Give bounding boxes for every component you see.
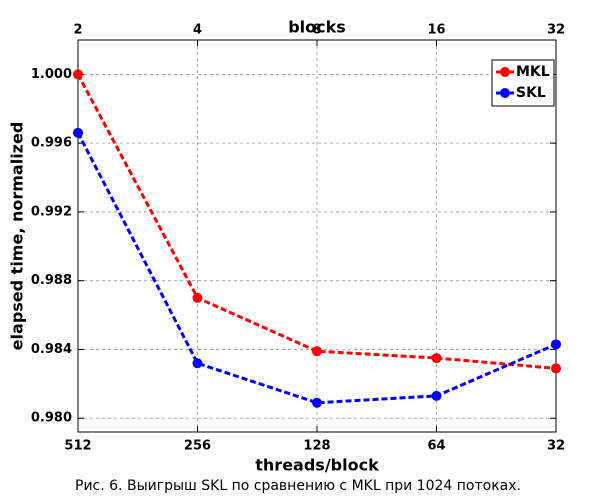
x-axis-title: threads/block — [255, 456, 379, 475]
x-tick-label: 128 — [303, 439, 330, 454]
point — [192, 358, 203, 369]
point — [312, 397, 322, 408]
y-tick-label: 0.992 — [31, 204, 72, 219]
point — [192, 292, 203, 303]
point — [551, 339, 561, 350]
point — [312, 346, 322, 357]
y-axis-title: elapsed time, normalized — [8, 122, 27, 351]
legend-box — [491, 59, 555, 107]
x-tick-label: 512 — [64, 439, 91, 454]
y-tick-label: 0.984 — [31, 342, 72, 357]
point — [431, 353, 442, 364]
legend-marker — [500, 67, 510, 77]
plot-frame — [77, 39, 557, 433]
y-tick-label: 0.980 — [31, 411, 72, 426]
series-line — [76, 132, 557, 405]
legend-label: MKL — [516, 64, 550, 80]
x-tick-label: 256 — [184, 439, 211, 454]
caption: Рис. 6. Выигрыш SKL по сравнению с MKL п… — [75, 478, 521, 494]
legend-marker — [500, 88, 510, 98]
top-tick-label: 2 — [73, 23, 82, 38]
legend-label: SKL — [516, 85, 546, 101]
point — [73, 127, 83, 138]
y-tick-label: 0.988 — [31, 273, 72, 288]
top-tick-label: 8 — [312, 23, 321, 38]
x-tick-label: 64 — [427, 439, 445, 454]
top-tick-label: 4 — [193, 23, 202, 38]
top-tick-label: 32 — [547, 23, 565, 38]
top-axis-title: blocks — [288, 18, 346, 37]
x-tick-label: 32 — [547, 439, 565, 454]
point — [551, 363, 561, 374]
series-line — [76, 73, 557, 370]
point — [73, 69, 83, 80]
top-tick-label: 16 — [427, 23, 445, 38]
point — [431, 390, 442, 401]
y-tick-label: 0.996 — [31, 136, 72, 151]
y-tick-label: 1.000 — [31, 67, 72, 82]
